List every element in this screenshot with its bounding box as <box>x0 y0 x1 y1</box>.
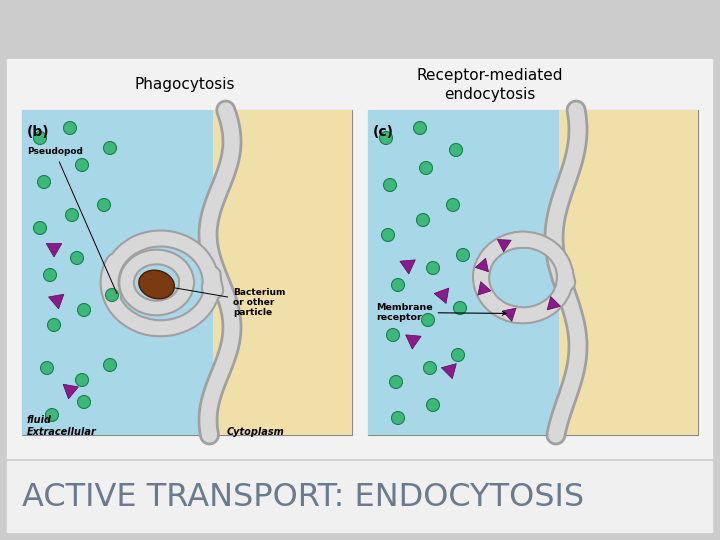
Circle shape <box>379 132 392 145</box>
Text: (c): (c) <box>373 125 394 139</box>
Circle shape <box>426 261 439 274</box>
Circle shape <box>449 144 462 157</box>
Ellipse shape <box>142 272 163 289</box>
Circle shape <box>384 179 397 192</box>
Circle shape <box>48 319 60 332</box>
Circle shape <box>34 132 47 145</box>
Circle shape <box>456 248 469 261</box>
Circle shape <box>104 359 117 372</box>
Circle shape <box>387 328 400 341</box>
Circle shape <box>97 199 110 212</box>
Circle shape <box>421 314 434 327</box>
Circle shape <box>413 122 426 134</box>
Ellipse shape <box>139 270 174 299</box>
Text: Receptor-mediated
endocytosis: Receptor-mediated endocytosis <box>417 68 563 102</box>
Text: ACTIVE TRANSPORT: ENDOCYTOSIS: ACTIVE TRANSPORT: ENDOCYTOSIS <box>22 482 584 512</box>
Circle shape <box>45 408 58 422</box>
Circle shape <box>446 199 459 212</box>
Text: (b): (b) <box>27 125 50 139</box>
Circle shape <box>76 159 89 172</box>
Polygon shape <box>441 363 456 379</box>
Text: Membrane
receptor: Membrane receptor <box>376 303 506 322</box>
Circle shape <box>382 228 395 241</box>
Polygon shape <box>547 296 561 310</box>
Text: Phagocytosis: Phagocytosis <box>135 78 235 92</box>
Circle shape <box>423 361 436 375</box>
Circle shape <box>37 176 50 188</box>
Circle shape <box>63 122 76 134</box>
Bar <box>213 110 352 435</box>
Polygon shape <box>478 281 491 295</box>
Bar <box>22 110 352 435</box>
Circle shape <box>34 221 47 234</box>
Polygon shape <box>46 244 62 257</box>
Circle shape <box>420 161 433 174</box>
Polygon shape <box>498 239 511 252</box>
Circle shape <box>78 303 91 316</box>
Circle shape <box>426 399 439 411</box>
FancyBboxPatch shape <box>6 58 714 462</box>
Polygon shape <box>475 258 488 272</box>
Text: Extracellular: Extracellular <box>27 427 96 437</box>
Polygon shape <box>63 384 78 399</box>
Text: Pseudopod: Pseudopod <box>27 147 117 294</box>
Polygon shape <box>405 335 421 349</box>
Polygon shape <box>503 308 516 321</box>
Polygon shape <box>400 260 415 274</box>
Circle shape <box>76 374 89 387</box>
Circle shape <box>451 348 464 361</box>
Circle shape <box>66 208 78 221</box>
Circle shape <box>392 279 405 292</box>
Polygon shape <box>48 294 64 309</box>
Circle shape <box>104 141 117 154</box>
Circle shape <box>454 301 467 314</box>
Circle shape <box>78 395 91 408</box>
Text: fluid: fluid <box>27 415 52 425</box>
FancyBboxPatch shape <box>6 460 714 534</box>
Bar <box>22 110 213 435</box>
Text: Cytoplasm: Cytoplasm <box>227 427 284 437</box>
Polygon shape <box>434 288 449 303</box>
Circle shape <box>416 213 430 226</box>
Circle shape <box>43 268 56 281</box>
Circle shape <box>392 411 405 424</box>
Bar <box>559 110 698 435</box>
Bar <box>368 110 559 435</box>
Circle shape <box>40 361 53 375</box>
Text: Bacterium
or other
particle: Bacterium or other particle <box>176 288 286 318</box>
Circle shape <box>71 252 84 265</box>
Bar <box>368 110 698 435</box>
Circle shape <box>390 375 402 388</box>
Circle shape <box>106 288 119 301</box>
